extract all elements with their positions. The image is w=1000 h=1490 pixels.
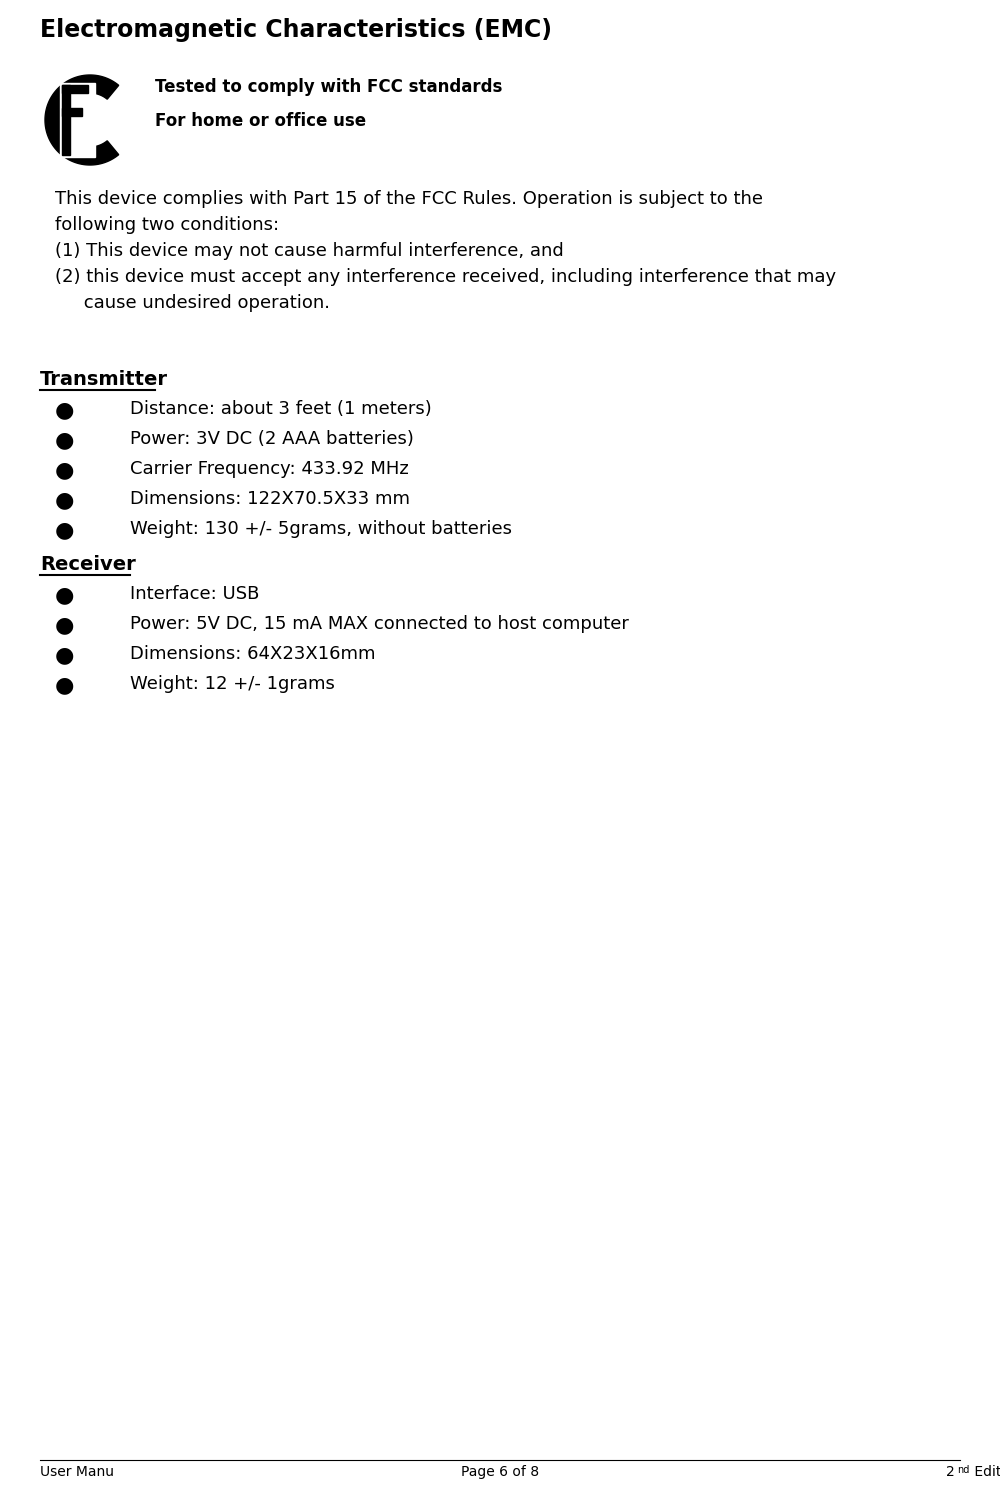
Text: ●: ● bbox=[55, 520, 74, 539]
Text: following two conditions:: following two conditions: bbox=[55, 216, 279, 234]
Text: Power: 5V DC, 15 mA MAX connected to host computer: Power: 5V DC, 15 mA MAX connected to hos… bbox=[130, 615, 629, 633]
Text: (1) This device may not cause harmful interference, and: (1) This device may not cause harmful in… bbox=[55, 241, 564, 259]
Text: Edition: Edition bbox=[970, 1465, 1000, 1480]
Polygon shape bbox=[62, 85, 88, 92]
Text: ●: ● bbox=[55, 399, 74, 420]
Text: Weight: 130 +/- 5grams, without batteries: Weight: 130 +/- 5grams, without batterie… bbox=[130, 520, 512, 538]
Text: ●: ● bbox=[55, 490, 74, 510]
Text: Distance: about 3 feet (1 meters): Distance: about 3 feet (1 meters) bbox=[130, 399, 432, 419]
Text: (2) this device must accept any interference received, including interference th: (2) this device must accept any interfer… bbox=[55, 268, 836, 286]
Text: Dimensions: 122X70.5X33 mm: Dimensions: 122X70.5X33 mm bbox=[130, 490, 410, 508]
Polygon shape bbox=[62, 85, 70, 155]
Text: Page 6 of 8: Page 6 of 8 bbox=[461, 1465, 539, 1480]
Text: ●: ● bbox=[55, 675, 74, 694]
Text: Carrier Frequency: 433.92 MHz: Carrier Frequency: 433.92 MHz bbox=[130, 460, 409, 478]
Text: For home or office use: For home or office use bbox=[155, 112, 366, 130]
Text: ●: ● bbox=[55, 460, 74, 480]
Text: ●: ● bbox=[55, 586, 74, 605]
Text: User Manu: User Manu bbox=[40, 1465, 114, 1480]
Text: 2: 2 bbox=[946, 1465, 955, 1480]
Text: Power: 3V DC (2 AAA batteries): Power: 3V DC (2 AAA batteries) bbox=[130, 431, 414, 448]
Text: ●: ● bbox=[55, 615, 74, 635]
Text: Dimensions: 64X23X16mm: Dimensions: 64X23X16mm bbox=[130, 645, 376, 663]
Polygon shape bbox=[62, 85, 69, 155]
Text: Interface: USB: Interface: USB bbox=[130, 586, 259, 603]
Text: Weight: 12 +/- 1grams: Weight: 12 +/- 1grams bbox=[130, 675, 335, 693]
Polygon shape bbox=[62, 109, 82, 116]
Polygon shape bbox=[60, 83, 95, 156]
Text: cause undesired operation.: cause undesired operation. bbox=[55, 294, 330, 311]
Text: Electromagnetic Characteristics (EMC): Electromagnetic Characteristics (EMC) bbox=[40, 18, 552, 42]
Text: ●: ● bbox=[55, 645, 74, 665]
Text: Receiver: Receiver bbox=[40, 554, 136, 574]
Text: nd: nd bbox=[957, 1465, 969, 1475]
Text: Transmitter: Transmitter bbox=[40, 370, 168, 389]
Text: ●: ● bbox=[55, 431, 74, 450]
Text: Tested to comply with FCC standards: Tested to comply with FCC standards bbox=[155, 77, 502, 95]
Polygon shape bbox=[45, 74, 119, 165]
Text: This device complies with Part 15 of the FCC Rules. Operation is subject to the: This device complies with Part 15 of the… bbox=[55, 191, 763, 209]
